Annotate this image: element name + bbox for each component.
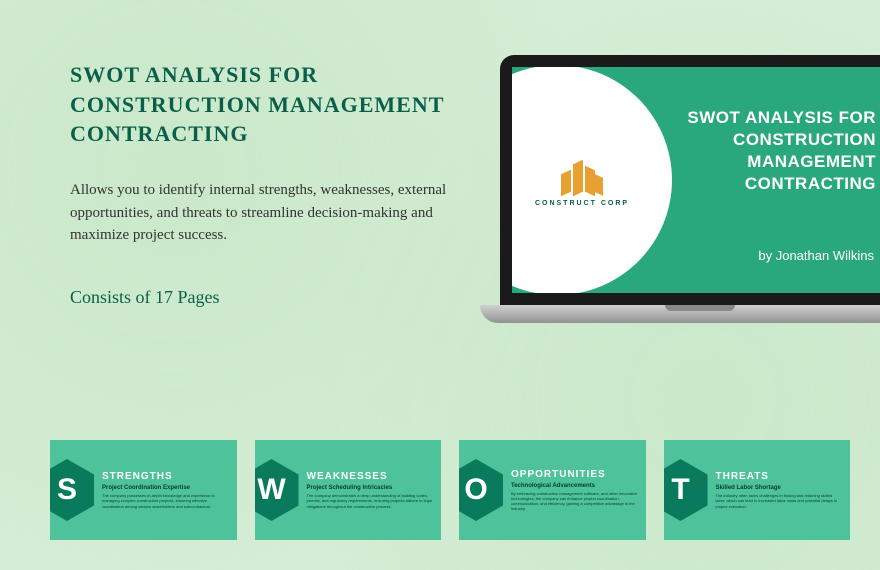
card-title: THREATS bbox=[716, 471, 843, 482]
card-body: By embracing construction management sof… bbox=[511, 491, 638, 512]
main-title: SWOT ANALYSIS FOR CONSTRUCTION MANAGEMEN… bbox=[70, 60, 450, 149]
description: Allows you to identify internal strength… bbox=[70, 179, 450, 247]
card-title: WEAKNESSES bbox=[307, 471, 434, 482]
buildings-icon bbox=[557, 154, 607, 194]
laptop-base bbox=[480, 305, 880, 323]
pages-count: Consists of 17 Pages bbox=[70, 287, 450, 308]
card-subtitle: Technological Advancements bbox=[511, 483, 638, 489]
slide-title: SWOT ANALYSIS FOR CONSTRUCTION MANAGEMEN… bbox=[676, 107, 876, 195]
logo-circle: CONSTRUCT CORP bbox=[512, 67, 672, 293]
card-body: The industry often faces challenges in f… bbox=[716, 493, 843, 509]
swot-card-weaknesses: W WEAKNESSES Project Scheduling Intricac… bbox=[255, 440, 442, 540]
hex-letter: W bbox=[255, 459, 299, 521]
swot-card-threats: T THREATS Skilled Labor Shortage The ind… bbox=[664, 440, 851, 540]
swot-card-opportunities: O OPPORTUNITIES Technological Advancemen… bbox=[459, 440, 646, 540]
hex-letter: O bbox=[459, 459, 503, 521]
logo-text: CONSTRUCT CORP bbox=[535, 200, 629, 207]
card-body: The company possesses in-depth knowledge… bbox=[102, 493, 229, 509]
card-title: OPPORTUNITIES bbox=[511, 469, 638, 480]
card-subtitle: Skilled Labor Shortage bbox=[716, 485, 843, 491]
card-body: The company demonstrates a deep understa… bbox=[307, 493, 434, 509]
slide-preview: CONSTRUCT CORP SWOT ANALYSIS FOR CONSTRU… bbox=[512, 67, 880, 293]
laptop-mockup: CONSTRUCT CORP SWOT ANALYSIS FOR CONSTRU… bbox=[480, 55, 880, 323]
card-subtitle: Project Scheduling Intricacies bbox=[307, 485, 434, 491]
slide-author: by Jonathan Wilkins bbox=[758, 248, 874, 263]
hex-letter: T bbox=[664, 459, 708, 521]
card-title: STRENGTHS bbox=[102, 471, 229, 482]
laptop-screen: CONSTRUCT CORP SWOT ANALYSIS FOR CONSTRU… bbox=[500, 55, 880, 305]
card-subtitle: Project Coordination Expertise bbox=[102, 485, 229, 491]
hex-letter: S bbox=[50, 459, 94, 521]
swot-cards-row: S STRENGTHS Project Coordination Experti… bbox=[50, 440, 850, 540]
swot-card-strengths: S STRENGTHS Project Coordination Experti… bbox=[50, 440, 237, 540]
